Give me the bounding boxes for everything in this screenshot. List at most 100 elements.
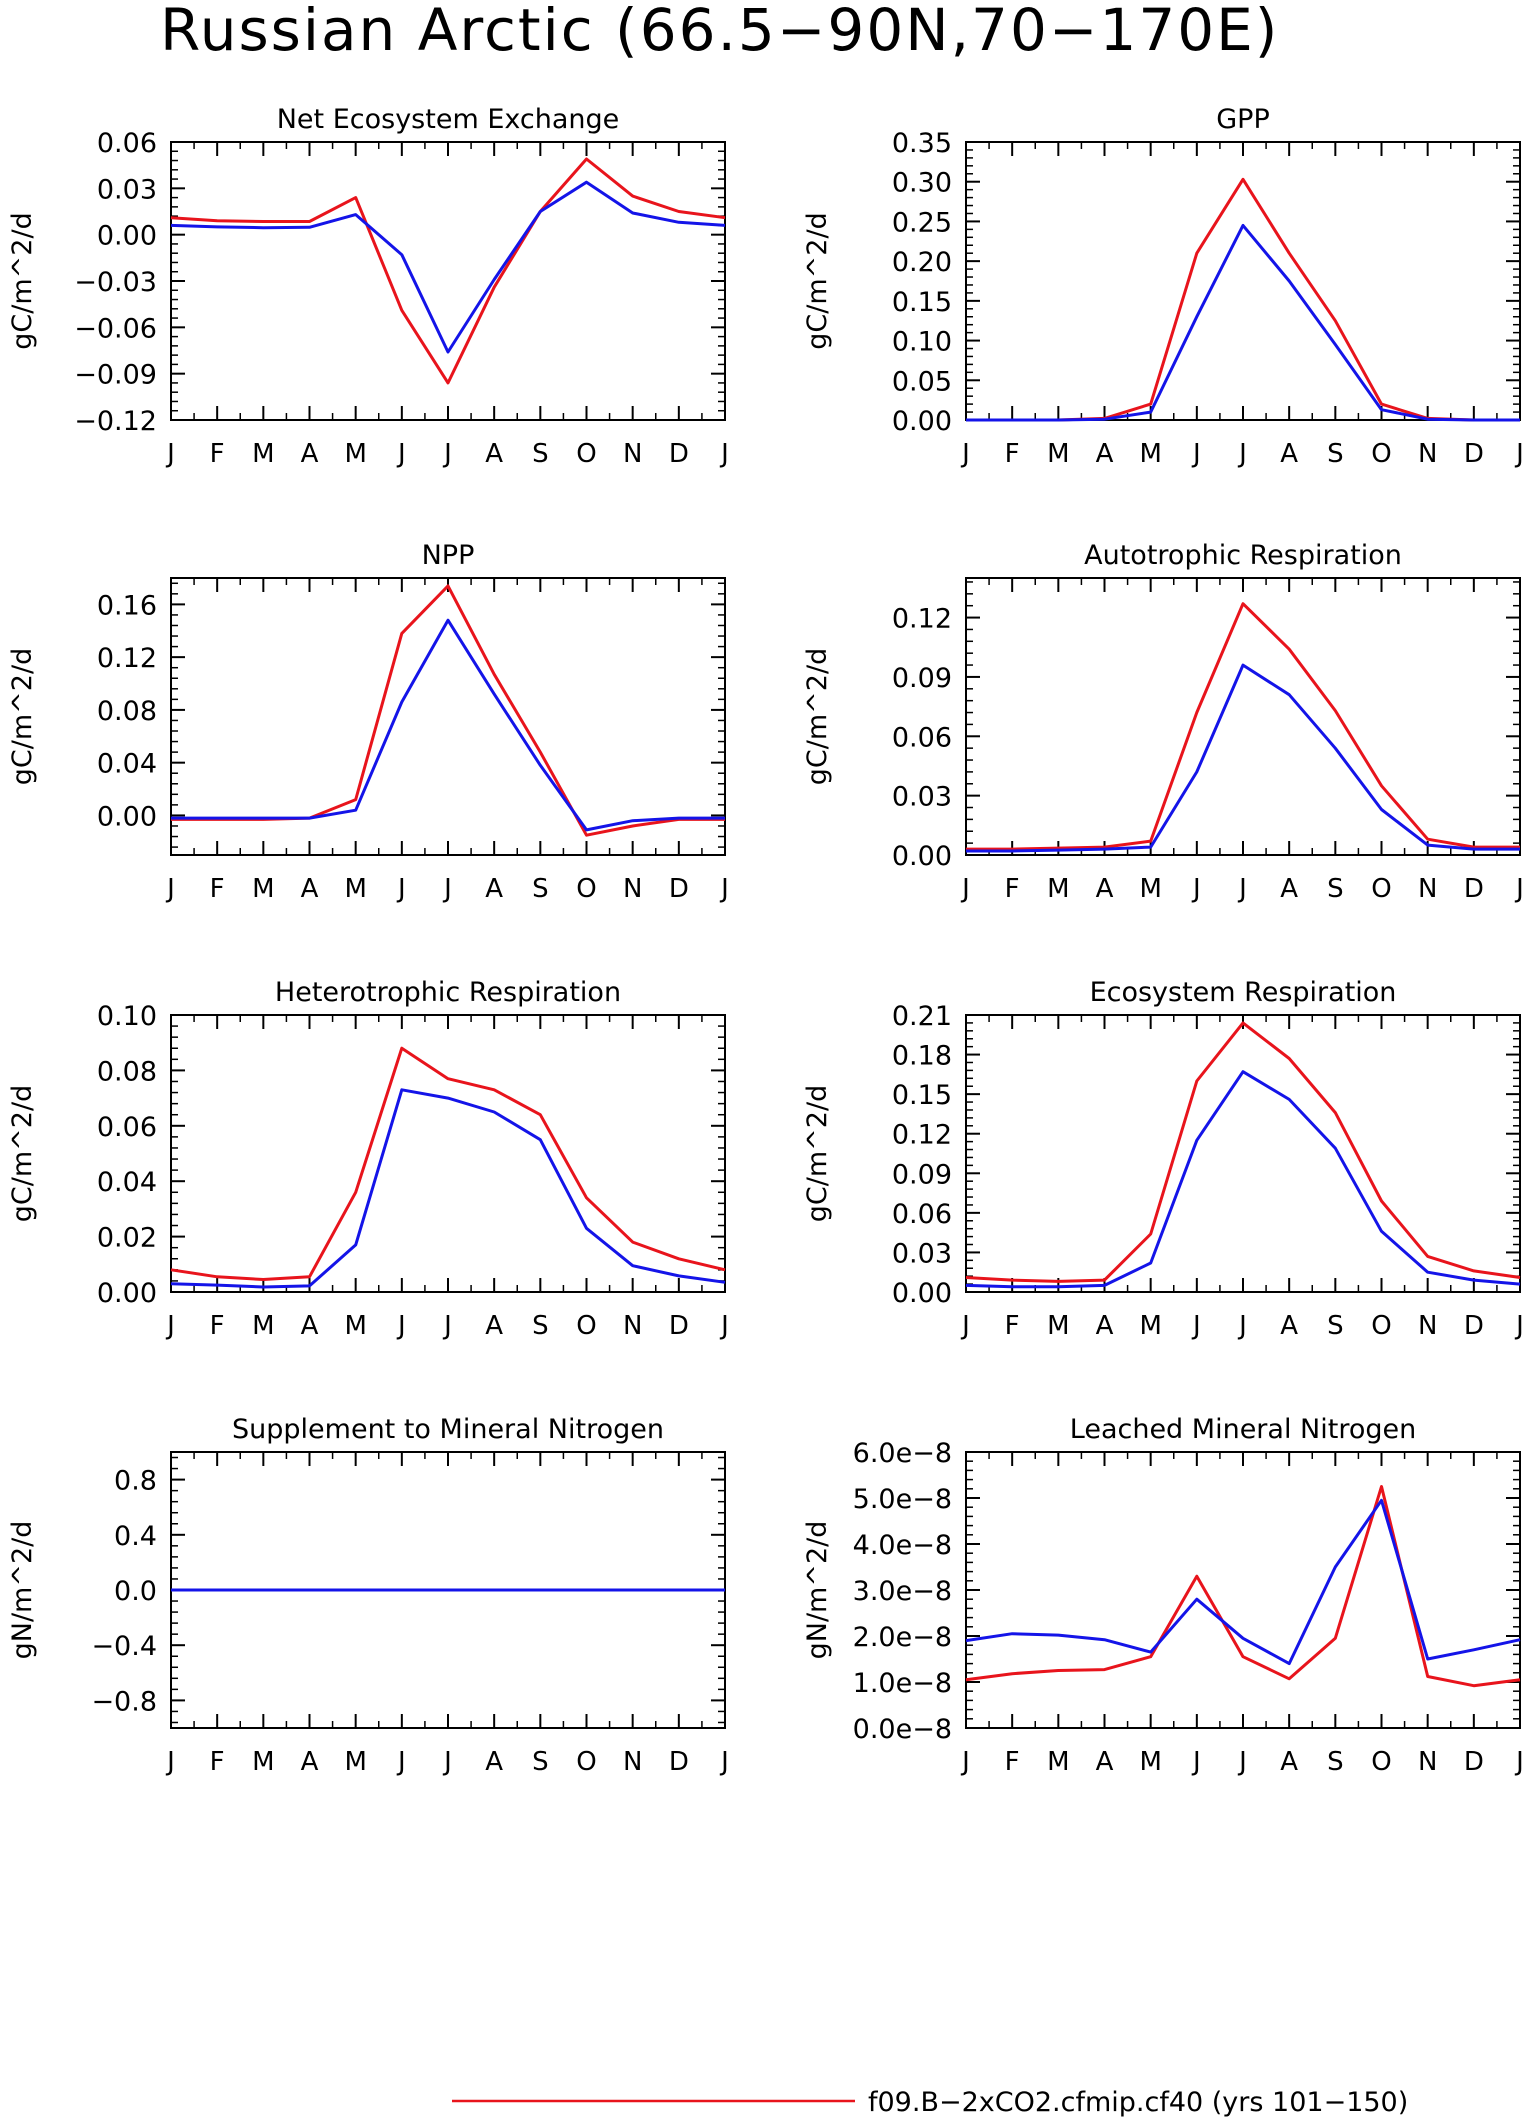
x-tick-label: M [252, 874, 274, 904]
x-tick-label: A [485, 1311, 503, 1341]
x-tick-label: A [485, 439, 503, 469]
x-tick-label: A [301, 1747, 319, 1777]
y-tick-label: 0.0 [114, 1576, 157, 1607]
x-tick-label: O [1371, 1311, 1391, 1341]
plot-frame [170, 141, 726, 421]
y-tick-label: 0.4 [114, 1521, 157, 1552]
x-tick-label: J [1514, 874, 1524, 904]
figure-title: Russian Arctic (66.5−90N,70−170E) [160, 0, 1279, 64]
series-line-case2 [965, 1070, 1521, 1289]
x-tick-label: M [1139, 439, 1161, 469]
x-tick-label: A [301, 1311, 319, 1341]
y-tick-label: 4.0e−8 [853, 1530, 952, 1561]
y-axis-label: gC/m^2/d [7, 648, 38, 785]
plot-frame [965, 141, 1521, 421]
x-tick-label: O [1371, 1747, 1391, 1777]
plot-frame [965, 1451, 1521, 1729]
x-tick-label: N [623, 1747, 642, 1777]
x-tick-label: S [1327, 874, 1344, 904]
y-tick-label: 0.10 [892, 327, 952, 358]
x-tick-label: A [1280, 439, 1298, 469]
series-line-case1 [170, 157, 726, 385]
series-line-case1 [966, 177, 1520, 422]
x-tick-label: N [623, 1311, 642, 1341]
x-tick-label: F [210, 1747, 225, 1777]
x-tick-label: M [1139, 874, 1161, 904]
series-line-case1 [966, 602, 1520, 851]
x-tick-label: F [210, 874, 225, 904]
x-tick-label: J [719, 1311, 729, 1341]
x-tick-label: J [396, 874, 406, 904]
x-tick-label: S [532, 874, 549, 904]
y-tick-label: 0.08 [97, 1056, 157, 1087]
y-tick-label: 2.0e−8 [853, 1622, 952, 1653]
panel-title: Leached Mineral Nitrogen [1070, 1414, 1416, 1445]
panel-title: NPP [422, 540, 475, 571]
x-tick-label: A [1096, 874, 1114, 904]
y-tick-label: 0.04 [97, 749, 157, 780]
x-tick-label: J [960, 439, 970, 469]
x-tick-label: J [1237, 439, 1247, 469]
x-tick-label: J [165, 1747, 175, 1777]
y-tick-label: 0.35 [892, 128, 952, 159]
x-tick-label: J [1237, 874, 1247, 904]
y-tick-label: 0.03 [892, 1238, 952, 1269]
x-tick-label: J [1514, 1747, 1524, 1777]
x-tick-label: M [252, 439, 274, 469]
y-tick-label: 0.06 [892, 1199, 952, 1230]
y-tick-label: 0.00 [97, 1278, 157, 1309]
y-tick-label: 0.09 [892, 663, 952, 694]
x-tick-label: J [442, 1747, 452, 1777]
x-tick-label: A [485, 1747, 503, 1777]
y-tick-label: 0.0e−8 [853, 1714, 952, 1745]
x-tick-label: F [1005, 439, 1020, 469]
x-tick-label: A [301, 874, 319, 904]
x-tick-label: J [1514, 1311, 1524, 1341]
x-tick-label: D [669, 874, 689, 904]
x-tick-label: M [252, 1311, 274, 1341]
y-tick-label: 0.16 [97, 590, 157, 621]
x-tick-label: S [532, 1311, 549, 1341]
y-axis-label: gC/m^2/d [7, 1085, 38, 1222]
y-tick-label: 0.20 [892, 247, 952, 278]
y-tick-label: 0.8 [114, 1466, 157, 1497]
y-tick-label: 0.12 [892, 1120, 952, 1151]
x-tick-label: J [165, 1311, 175, 1341]
x-tick-label: J [396, 439, 406, 469]
x-tick-label: S [1327, 439, 1344, 469]
y-tick-label: 0.00 [892, 1278, 952, 1309]
x-tick-label: D [669, 1747, 689, 1777]
series-line-case1 [171, 584, 725, 837]
x-tick-label: F [210, 439, 225, 469]
x-tick-label: D [1464, 1747, 1484, 1777]
x-tick-label: J [165, 439, 175, 469]
panel-title: Net Ecosystem Exchange [277, 104, 620, 135]
chart-panel: Supplement to Mineral Nitrogen gN/m^2/d J F… [7, 1414, 729, 1777]
x-tick-label: J [442, 1311, 452, 1341]
y-tick-label: 0.15 [892, 1080, 952, 1111]
x-tick-label: O [1371, 439, 1391, 469]
y-tick-label: 3.0e−8 [853, 1576, 952, 1607]
y-axis-label: gC/m^2/d [802, 1085, 833, 1222]
panel-title: GPP [1216, 104, 1270, 135]
x-tick-label: M [344, 439, 366, 469]
y-tick-label: −0.09 [74, 360, 157, 391]
plot-frame [965, 577, 1521, 856]
x-tick-label: J [1191, 1311, 1201, 1341]
x-tick-label: N [623, 874, 642, 904]
y-tick-label: 1.0e−8 [853, 1668, 952, 1699]
y-tick-label: 0.18 [892, 1041, 952, 1072]
series-line-case2 [170, 180, 726, 354]
plot-frame [170, 1014, 726, 1293]
x-tick-label: J [719, 874, 729, 904]
y-tick-label: 0.00 [97, 801, 157, 832]
y-tick-label: 0.00 [97, 221, 157, 252]
y-tick-label: 6.0e−8 [853, 1438, 952, 1469]
